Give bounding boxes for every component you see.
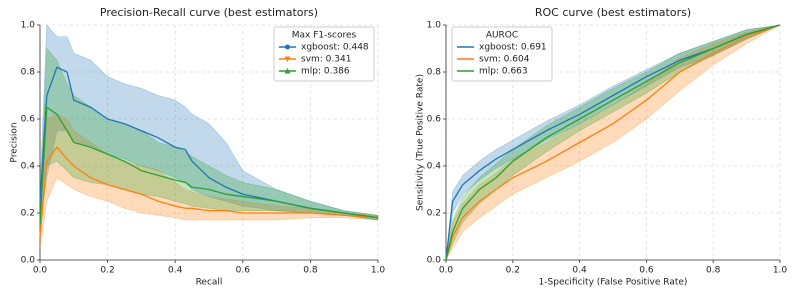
- x-tick-label: 0.4: [572, 266, 587, 276]
- x-tick-label: 1.0: [371, 266, 386, 276]
- x-axis-label: Recall: [196, 278, 223, 288]
- y-tick-label: 0.4: [427, 162, 442, 172]
- x-tick-label: 0.0: [439, 266, 454, 276]
- y-tick-label: 0.6: [427, 115, 442, 125]
- legend-title: AUROC: [486, 31, 518, 41]
- legend-title: Max F1-scores: [292, 31, 357, 41]
- x-tick-label: 0.2: [100, 266, 114, 276]
- y-tick-label: 0.2: [427, 209, 441, 219]
- x-tick-label: 0.6: [236, 266, 251, 276]
- y-axis-label: Precision: [10, 122, 20, 162]
- legend: AUROC xgboost: 0.691 svm: 0.604 mlp: 0.663: [451, 26, 553, 82]
- x-tick-label: 0.8: [706, 266, 721, 276]
- legend-label: mlp: 0.663: [479, 67, 528, 77]
- x-tick-label: 0.2: [506, 266, 520, 276]
- series-line: [39, 146, 379, 237]
- x-tick-label: 1.0: [773, 266, 788, 276]
- y-tick-label: 1.0: [427, 21, 442, 31]
- y-tick-label: 0.0: [21, 256, 36, 266]
- y-tick-label: 0.8: [427, 68, 442, 78]
- y-tick-label: 0.4: [21, 162, 36, 172]
- legend-label: svm: 0.341: [301, 55, 351, 65]
- legend-marker: [284, 68, 291, 74]
- legend-box: [273, 26, 375, 82]
- legend-label: svm: 0.604: [479, 55, 530, 65]
- legend-label: xgboost: 0.691: [479, 43, 547, 53]
- x-tick-label: 0.6: [639, 266, 654, 276]
- x-tick-label: 0.8: [303, 266, 318, 276]
- y-tick-label: 0.6: [21, 115, 36, 125]
- chart-title: ROC curve (best estimators): [535, 6, 691, 19]
- y-tick-label: 0.0: [427, 256, 442, 266]
- y-tick-label: 0.2: [21, 209, 35, 219]
- y-tick-label: 0.8: [21, 68, 36, 78]
- legend-label: mlp: 0.386: [301, 67, 350, 77]
- legend-box: [451, 26, 553, 82]
- x-tick-label: 0.4: [168, 266, 183, 276]
- x-axis-label: 1-Specificity (False Positive Rate): [539, 278, 688, 288]
- y-axis-label: Sensitivity (True Positive Rate): [416, 74, 426, 211]
- series-line: [445, 24, 781, 261]
- legend-label: xgboost: 0.448: [301, 43, 369, 53]
- series-line: [39, 106, 379, 225]
- x-tick-label: 0.0: [33, 266, 48, 276]
- y-tick-label: 1.0: [21, 21, 36, 31]
- legend: Max F1-scores xgboost: 0.448 svm: 0.341 mlp…: [273, 26, 375, 82]
- chart-title: Precision-Recall curve (best estimators): [100, 6, 318, 19]
- legend-marker: [284, 56, 291, 62]
- legend-marker: [285, 44, 290, 50]
- series-line: [445, 24, 781, 261]
